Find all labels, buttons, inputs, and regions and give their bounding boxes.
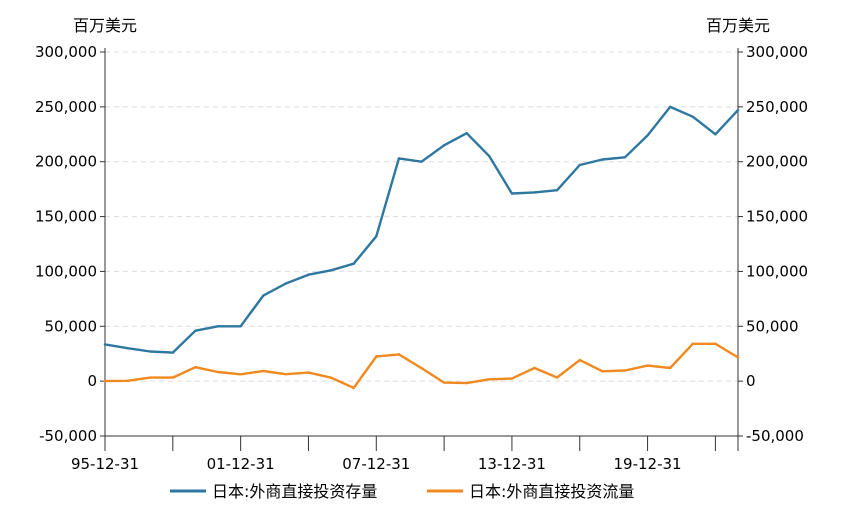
series-lines	[103, 105, 740, 390]
data-point	[262, 294, 265, 297]
data-point	[578, 358, 581, 362]
right-y-unit-label: 百万美元	[706, 16, 770, 35]
right-y-axis: -50,000 0 50,000 100,000 150,000 200,000 250,0…	[738, 43, 808, 445]
data-point	[442, 144, 446, 147]
data-point	[736, 108, 740, 112]
data-point	[352, 262, 355, 265]
data-point	[149, 350, 152, 353]
data-point	[533, 191, 536, 194]
data-point	[691, 115, 694, 118]
left-y-tick-label: 50,000	[45, 317, 98, 335]
data-point	[216, 325, 220, 328]
data-point	[284, 373, 288, 376]
legend-label-1: 日本:外商直接投资存量	[212, 482, 377, 501]
data-point	[736, 356, 740, 359]
x-axis: 95-12-31 01-12-31 07-12-31 13-12-31 19-12-31	[71, 436, 739, 473]
series-line-1	[103, 105, 740, 354]
data-point	[284, 282, 288, 285]
data-point	[510, 192, 514, 195]
data-point	[668, 105, 672, 109]
legend-item-2[interactable]: 日本:外商直接投资流量	[427, 482, 634, 501]
legend-item-1[interactable]: 日本:外商直接投资存量	[170, 482, 377, 501]
right-y-tick-label: 200,000	[746, 153, 808, 171]
data-point	[171, 351, 175, 354]
x-tick-label: 01-12-31	[207, 455, 275, 473]
data-point	[239, 325, 242, 328]
data-point	[646, 134, 649, 137]
right-y-tick-label: 50,000	[746, 317, 799, 335]
grid-lines	[105, 51, 738, 382]
data-point	[375, 355, 378, 358]
data-point	[601, 158, 604, 161]
left-y-tick-label: 100,000	[35, 262, 97, 280]
data-point	[352, 386, 355, 390]
x-tick-label: 95-12-31	[71, 455, 139, 473]
left-y-axis: -50,000 0 50,000 100,000 150,000 200,000 250,0…	[35, 43, 105, 445]
data-point	[533, 366, 536, 370]
right-y-tick-label: 150,000	[746, 208, 808, 226]
right-y-tick-label: -50,000	[746, 427, 804, 445]
data-point	[126, 347, 129, 350]
data-point	[375, 235, 378, 238]
left-y-tick-label: 250,000	[35, 98, 97, 116]
data-point	[555, 376, 559, 379]
left-y-unit-label: 百万美元	[73, 16, 137, 35]
data-point	[329, 376, 333, 379]
data-point	[307, 273, 310, 276]
data-point	[714, 342, 717, 346]
data-point	[103, 343, 107, 346]
legend-label-2: 日本:外商直接投资流量	[469, 482, 634, 501]
data-point	[578, 163, 581, 167]
data-point	[601, 370, 604, 373]
data-point	[668, 366, 672, 370]
right-y-tick-label: 100,000	[746, 262, 808, 280]
right-y-tick-label: 0	[746, 372, 756, 390]
data-point	[126, 379, 129, 383]
data-point	[623, 156, 627, 159]
axes	[104, 48, 739, 437]
data-point	[194, 329, 197, 332]
data-point	[714, 133, 717, 136]
x-tick-label: 19-12-31	[614, 455, 682, 473]
left-y-tick-label: 0	[87, 372, 97, 390]
data-point	[397, 157, 401, 160]
data-point	[171, 376, 175, 379]
data-point	[555, 189, 559, 192]
data-point	[420, 366, 423, 370]
data-point	[239, 373, 242, 376]
legend[interactable]: 日本:外商直接投资存量 日本:外商直接投资流量	[170, 482, 634, 501]
x-tick-label: 07-12-31	[342, 455, 410, 473]
data-point	[307, 371, 310, 374]
data-point	[646, 364, 649, 367]
data-point	[623, 369, 627, 372]
data-point	[488, 155, 491, 158]
data-point	[329, 269, 333, 272]
data-point	[194, 366, 197, 369]
data-point	[103, 379, 107, 383]
data-point	[216, 370, 220, 374]
data-point	[691, 342, 694, 346]
right-y-tick-label: 250,000	[746, 98, 808, 116]
left-y-tick-label: 150,000	[35, 208, 97, 226]
data-point	[488, 378, 491, 381]
left-y-tick-label: 300,000	[35, 43, 97, 61]
data-point	[465, 131, 468, 135]
data-point	[510, 377, 514, 380]
data-point	[262, 369, 265, 373]
data-point	[397, 353, 401, 356]
right-y-tick-label: 300,000	[746, 43, 808, 61]
x-tick-label: 13-12-31	[478, 455, 546, 473]
left-y-tick-label: -50,000	[39, 427, 97, 445]
data-point	[442, 381, 446, 384]
data-point	[465, 381, 468, 385]
data-point	[149, 376, 152, 379]
left-y-tick-label: 200,000	[35, 153, 97, 171]
data-point	[420, 160, 423, 163]
